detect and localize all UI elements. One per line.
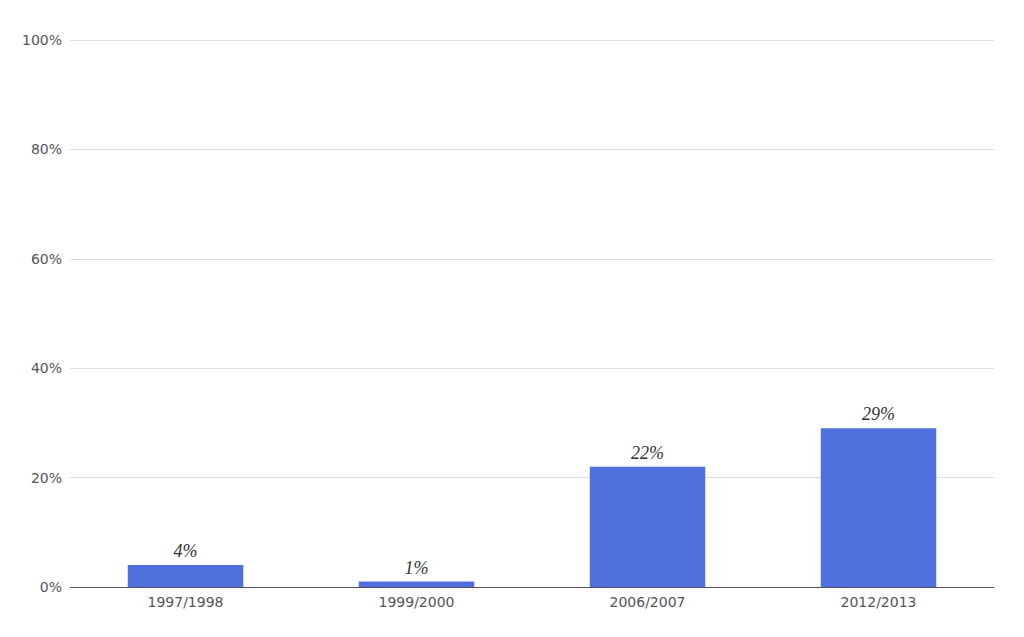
svg-text:0%: 0% (40, 579, 62, 595)
svg-text:1997/1998: 1997/1998 (148, 594, 224, 610)
svg-text:2012/2013: 2012/2013 (841, 594, 917, 610)
svg-text:80%: 80% (31, 141, 62, 157)
svg-text:29%: 29% (862, 404, 895, 424)
svg-text:100%: 100% (22, 32, 62, 48)
svg-text:20%: 20% (31, 470, 62, 486)
svg-text:22%: 22% (631, 443, 664, 463)
svg-text:4%: 4% (174, 541, 198, 561)
svg-text:1999/2000: 1999/2000 (379, 594, 455, 610)
svg-text:40%: 40% (31, 360, 62, 376)
svg-text:2006/2007: 2006/2007 (610, 594, 686, 610)
svg-text:1%: 1% (405, 558, 429, 578)
svg-text:60%: 60% (31, 251, 62, 267)
